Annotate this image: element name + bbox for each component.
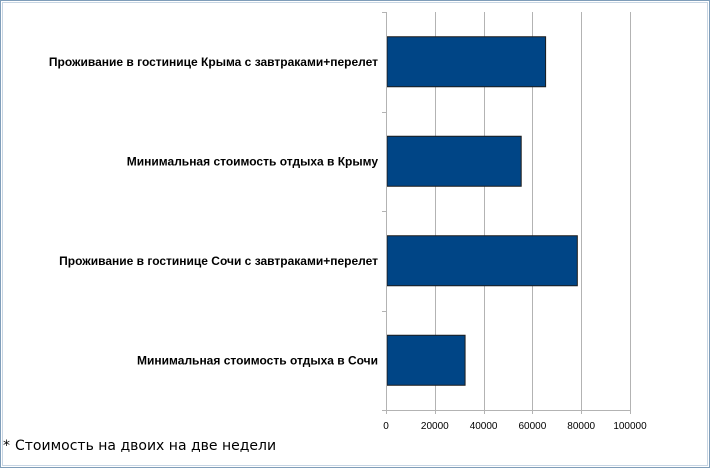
tick-labels: 0 20000 40000 60000 80000 100000 [383,421,647,432]
bar-0 [386,36,547,88]
chart-frame-inner [2,2,708,466]
x-tick-label-0: 0 [383,421,389,432]
bar-1 [386,135,522,187]
x-tick-label-3: 60000 [518,421,546,432]
category-labels: Проживание в гостинице Крыма с завтракам… [49,55,378,368]
x-tick-label-4: 80000 [567,421,595,432]
category-label-0: Проживание в гостинице Крыма с завтракам… [49,55,378,69]
chart-axes [382,12,631,414]
x-tick-label-5: 100000 [613,421,647,432]
x-tick-label-2: 40000 [470,421,498,432]
bar-2 [386,235,578,287]
footnote: * Стоимость на двоих на две недели [3,438,276,454]
category-label-3: Минимальная стоимость отдыха в Сочи [137,353,378,367]
x-tick-label-1: 20000 [421,421,449,432]
bar-3 [386,334,466,386]
chart-bars [386,36,578,386]
footnote-marker: * [3,438,10,454]
footnote-text: Стоимость на двоих на две недели [15,438,277,454]
category-label-2: Проживание в гостинице Сочи с завтраками… [59,254,378,268]
category-label-1: Минимальная стоимость отдыха в Крыму [127,154,379,168]
